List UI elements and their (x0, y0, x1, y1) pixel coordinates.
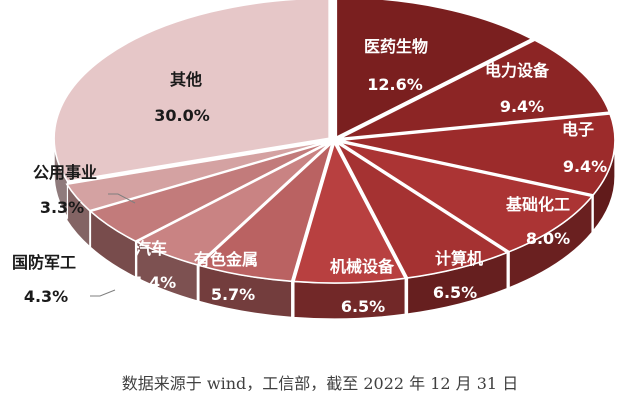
pie-slice-6 (197, 140, 334, 283)
pie-slice-2 (339, 113, 616, 196)
pie-slice-3 (338, 141, 594, 253)
pie-slice-9 (65, 140, 329, 212)
slice-label-6: 有色金属 (194, 250, 258, 269)
slice-label-5: 机械设备 (330, 257, 395, 276)
slice-label-9: 公用事业 (33, 163, 97, 182)
slice-value-6: 5.7% (211, 285, 255, 304)
slice-label-10: 其他 (170, 70, 202, 89)
pie-slice-1 (338, 39, 611, 140)
pie-slice-4 (334, 140, 509, 279)
slice-label-7: 汽车 (135, 239, 167, 258)
pie-chart: 医药生物 12.6% 电力设备 9.4% 电子 9.4% 基础化工 8.0% 计算机 6.5% 机械… (12, 0, 616, 320)
pie-slice-5 (292, 140, 407, 284)
slice-label-3: 基础化工 (505, 195, 570, 214)
pie-top-layer (53, 0, 616, 284)
slice-value-5: 6.5% (341, 297, 385, 316)
slice-value-8: 4.3% (24, 287, 68, 306)
source-caption: 数据来源于 wind，工信部，截至 2022 年 12 月 31 日 (121, 374, 519, 393)
slice-value-1: 9.4% (500, 97, 544, 116)
slice-label-1: 电力设备 (485, 61, 550, 80)
slice-value-2: 9.4% (563, 157, 607, 176)
pie-slice-8 (88, 141, 330, 243)
leader-line-0 (108, 193, 136, 204)
slice-value-9: 3.3% (40, 198, 84, 217)
slice-value-4: 6.5% (433, 283, 477, 302)
slice-label-2: 电子 (562, 120, 594, 139)
pie-slice-10 (53, 0, 330, 183)
slice-label-4: 计算机 (435, 249, 483, 268)
leader-line-1 (90, 289, 116, 297)
slice-value-10: 30.0% (154, 106, 210, 125)
slice-value-0: 12.6% (367, 75, 423, 94)
pie-side-layer (53, 138, 616, 320)
slice-label-8: 国防军工 (12, 253, 76, 272)
pie-slice-0 (335, 0, 534, 139)
slice-value-3: 8.0% (526, 229, 570, 248)
slice-value-7: 4.4% (132, 273, 176, 292)
pie-slice-7 (134, 141, 331, 266)
slice-label-0: 医药生物 (364, 37, 428, 56)
